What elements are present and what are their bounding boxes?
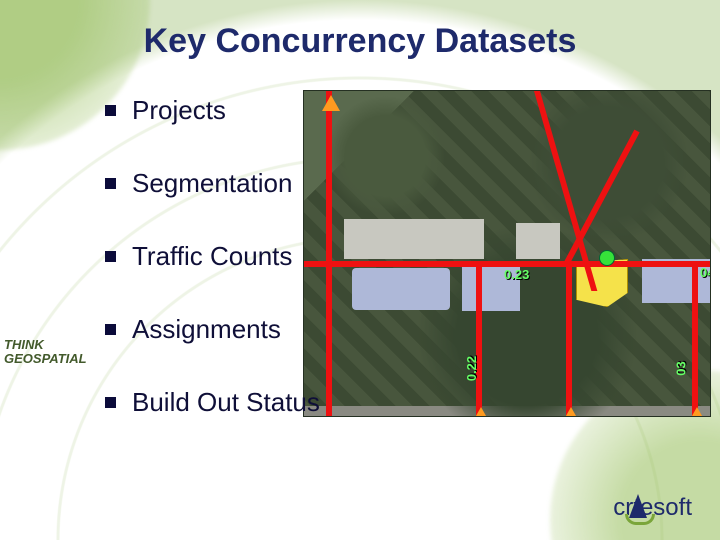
bullet-list: Projects Segmentation Traffic Counts Ass… xyxy=(105,95,320,460)
map-building xyxy=(516,223,560,259)
logo-text: crtesoft xyxy=(613,494,692,522)
map-road xyxy=(692,261,698,417)
bullet-marker-icon xyxy=(105,324,116,335)
marker-triangle-icon xyxy=(562,407,580,417)
bullet-text: Traffic Counts xyxy=(132,241,292,272)
road-label: 03 xyxy=(674,361,689,375)
list-item: Assignments xyxy=(105,314,320,345)
marker-triangle-icon xyxy=(472,407,490,417)
marker-triangle-icon xyxy=(322,95,340,111)
page-title: Key Concurrency Datasets xyxy=(0,22,720,61)
map-graphic: 0.23 04 0.22 03 xyxy=(303,90,711,417)
bullet-marker-icon xyxy=(105,105,116,116)
brand-logo: crtesoft xyxy=(613,494,692,522)
sidebar-line2: GEOSPATIAL xyxy=(4,352,87,366)
road-label: 04 xyxy=(700,265,711,280)
marker-triangle-icon xyxy=(688,407,706,417)
bullet-text: Projects xyxy=(132,95,226,126)
map-building xyxy=(344,219,484,259)
list-item: Build Out Status xyxy=(105,387,320,418)
bullet-text: Assignments xyxy=(132,314,281,345)
sidebar-tagline: THINK GEOSPATIAL xyxy=(4,338,87,367)
bullet-text: Segmentation xyxy=(132,168,292,199)
logo-prefix: c xyxy=(613,494,625,521)
map-road xyxy=(476,261,482,417)
map-water xyxy=(352,268,450,310)
road-label: 0.22 xyxy=(464,356,479,381)
map-road xyxy=(566,261,572,417)
bullet-text: Build Out Status xyxy=(132,387,320,418)
list-item: Projects xyxy=(105,95,320,126)
road-label: 0.23 xyxy=(504,267,529,282)
bullet-marker-icon xyxy=(105,397,116,408)
list-item: Traffic Counts xyxy=(105,241,320,272)
bullet-marker-icon xyxy=(105,178,116,189)
sidebar-line1: THINK xyxy=(4,338,87,352)
list-item: Segmentation xyxy=(105,168,320,199)
bullet-marker-icon xyxy=(105,251,116,262)
map-road xyxy=(326,91,332,416)
marker-dot-icon xyxy=(600,251,614,265)
